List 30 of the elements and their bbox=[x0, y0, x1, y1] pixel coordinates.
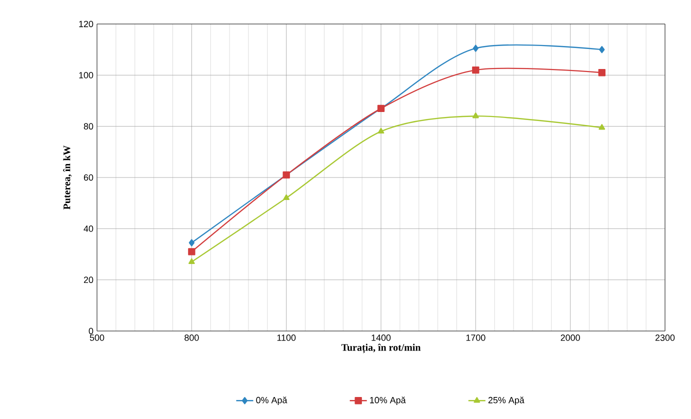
y-tick-label: 120 bbox=[79, 20, 94, 28]
y-tick-label: 60 bbox=[84, 174, 94, 181]
legend-label: 0% Apă bbox=[256, 396, 288, 406]
x-tick-label: 500 bbox=[90, 334, 104, 341]
x-tick-label: 2000 bbox=[560, 334, 580, 341]
y-tick-label: 100 bbox=[79, 72, 94, 78]
point bbox=[378, 128, 384, 134]
point bbox=[188, 258, 195, 264]
y-tick-label: 80 bbox=[84, 123, 94, 130]
point bbox=[472, 44, 479, 52]
legend-label: 10% Apă bbox=[370, 396, 406, 406]
x-tick-label: 1700 bbox=[466, 334, 486, 341]
point bbox=[599, 46, 605, 54]
point bbox=[598, 69, 606, 76]
point bbox=[283, 194, 290, 200]
x-axis-title: Turația, în rot/min bbox=[341, 344, 421, 354]
x-tick-label: 2300 bbox=[655, 334, 675, 341]
x-tick-label: 1400 bbox=[372, 334, 391, 341]
y-tick-label: 0 bbox=[88, 328, 94, 334]
point bbox=[188, 248, 196, 256]
y-tick-label: 20 bbox=[84, 276, 94, 284]
point bbox=[472, 112, 479, 118]
legend-label: 25% Apă bbox=[488, 396, 524, 406]
point bbox=[598, 124, 606, 130]
point bbox=[472, 66, 480, 74]
x-tick-label: 800 bbox=[184, 334, 199, 341]
point bbox=[188, 239, 195, 246]
y-axis-title: Puterea, în kW bbox=[63, 146, 72, 210]
y-tick-label: 40 bbox=[84, 225, 94, 232]
x-tick-label: 1100 bbox=[277, 334, 296, 341]
